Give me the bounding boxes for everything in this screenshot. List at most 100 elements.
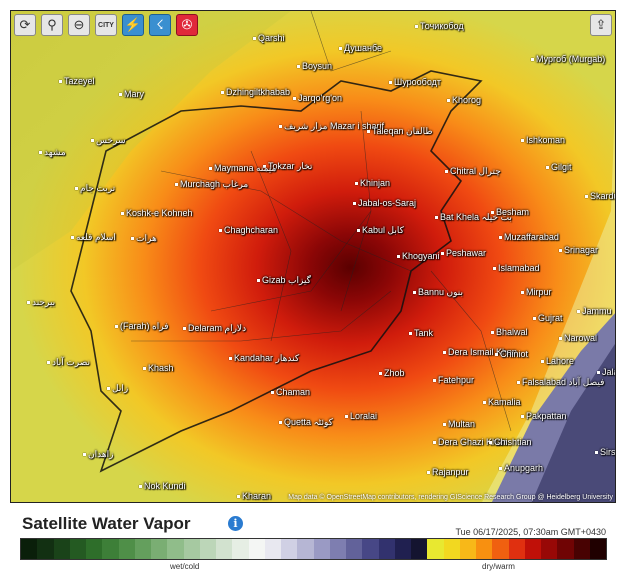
place-label: Koshk-e Kohneh [121,208,193,218]
legend-swatch [443,539,460,559]
place-label: Tazeyel [59,76,95,86]
place-label: Chiniot [495,349,528,359]
place-label: Mary [119,89,144,99]
legend-swatch [573,539,590,559]
place-label: Peshawar [441,248,486,258]
locate-button[interactable]: ⚲ [41,14,63,36]
lightning-layer-button[interactable]: ⚡ [122,14,144,36]
place-label: Dera Ghazi Khan [433,437,507,447]
place-label: Dzhingiltkhabab [221,87,290,97]
place-label: Besham [491,207,529,217]
storm-icon: ☇ [156,17,164,32]
place-label: زاهدان [83,449,113,459]
place-label: Bhalwal [491,327,528,337]
place-label: Loralai [345,411,377,421]
legend-swatch [86,539,103,559]
place-label: تربت جام [75,183,115,193]
legend-swatch [21,539,38,559]
place-label: سرخس [91,135,126,145]
place-label: Zhob [379,368,405,378]
place-label: Bannu بنوں [413,287,463,297]
place-label: Anupgarh [499,463,543,473]
legend-swatch [216,539,233,559]
place-label: (Farah) فراه [115,321,169,331]
legend-swatch [151,539,168,559]
share-button[interactable]: ⇪ [590,14,612,36]
place-label: Kharan [237,491,271,501]
location-pin-icon: ⚲ [47,17,57,32]
place-label: Душанбе [339,43,382,53]
place-label: مزار شریف Mazar i sharif [279,121,384,131]
legend-swatch [557,539,574,559]
place-label: مشهد [39,147,66,157]
place-label: Шуроободт [389,77,441,87]
legend-low-label: wet/cold [170,562,200,571]
place-label: نصرت آباد [47,357,90,367]
legend-swatch [102,539,119,559]
city-icon: CITY [98,21,114,29]
legend-swatch [37,539,54,559]
place-label: Rajanpur [427,467,469,477]
place-label: Nok Kundi [139,481,186,491]
place-label: Pakpattan [521,411,567,421]
legend-swatch [183,539,200,559]
place-label: Lahore [541,356,574,366]
place-label: Narowal [559,333,597,343]
legend-swatch [167,539,184,559]
place-label: بیرجند [27,297,55,307]
map-attribution[interactable]: Map data © OpenStreetMap contributors, r… [288,494,613,501]
legend-swatch [394,539,411,559]
place-label: Fatehpur [433,375,474,385]
legend-swatch [264,539,281,559]
place-label: Kabul کابل [357,225,404,235]
place-label: Qarshi [253,33,285,43]
legend-swatch [248,539,265,559]
legend-swatch [281,539,298,559]
place-label: Falsalabad فیصل آباد [517,377,604,387]
place-label: Quetta کوئٹہ [279,417,333,427]
place-label: Islamabad [493,263,540,273]
place-label: Boysun [297,61,332,71]
place-label: Chishtian [489,437,532,447]
place-label: Maymana میمنه [209,163,276,173]
legend-swatch [118,539,135,559]
legend-swatch [329,539,346,559]
place-label: Ishkoman [521,135,565,145]
timestamp: Tue 06/17/2025, 07:30am GMT+0430 [455,527,606,537]
lightning-icon: ⚡ [124,17,142,32]
zoom-out-button[interactable]: ⊖ [68,14,90,36]
water-vapor-map[interactable]: Qarshi Душанбе Точикобод Boysun Tazeyel Mary D… [10,10,616,503]
legend-swatch [524,539,541,559]
product-title: Satellite Water Vapor [22,514,191,533]
legend-swatch [362,539,379,559]
place-label: اسلام قلعه [71,232,116,242]
refresh-button[interactable]: ⟳ [14,14,36,36]
place-label: Tokzar تخار [263,161,312,171]
legend-swatch [508,539,525,559]
color-scale-legend [20,538,607,560]
legend-swatch [346,539,363,559]
place-label: Kandahar کندهار [229,353,299,363]
info-icon[interactable]: i [228,516,243,531]
legend-swatch [541,539,558,559]
place-label: Gizab گیزاب [257,275,311,285]
place-label: Jammu [577,306,612,316]
city-toggle-button[interactable]: CITY [95,14,117,36]
zoom-out-icon: ⊖ [73,17,85,32]
legend-swatch [476,539,493,559]
place-label: Mirpur [521,287,552,297]
legend-swatch [134,539,151,559]
place-label: Tank [409,328,433,338]
storm-layer-button[interactable]: ☇ [149,14,171,36]
legend-swatch [69,539,86,559]
legend-high-label: dry/warm [482,562,515,571]
legend-swatch [297,539,314,559]
place-label: هرات [131,233,157,243]
legend-swatch [378,539,395,559]
legend-swatch [313,539,330,559]
hurricane-layer-button[interactable]: ✇ [176,14,198,36]
place-label: Khorog [447,95,481,105]
legend-swatch [411,539,428,559]
place-label: Muzaffarabad [499,232,559,242]
legend-swatch [589,539,606,559]
